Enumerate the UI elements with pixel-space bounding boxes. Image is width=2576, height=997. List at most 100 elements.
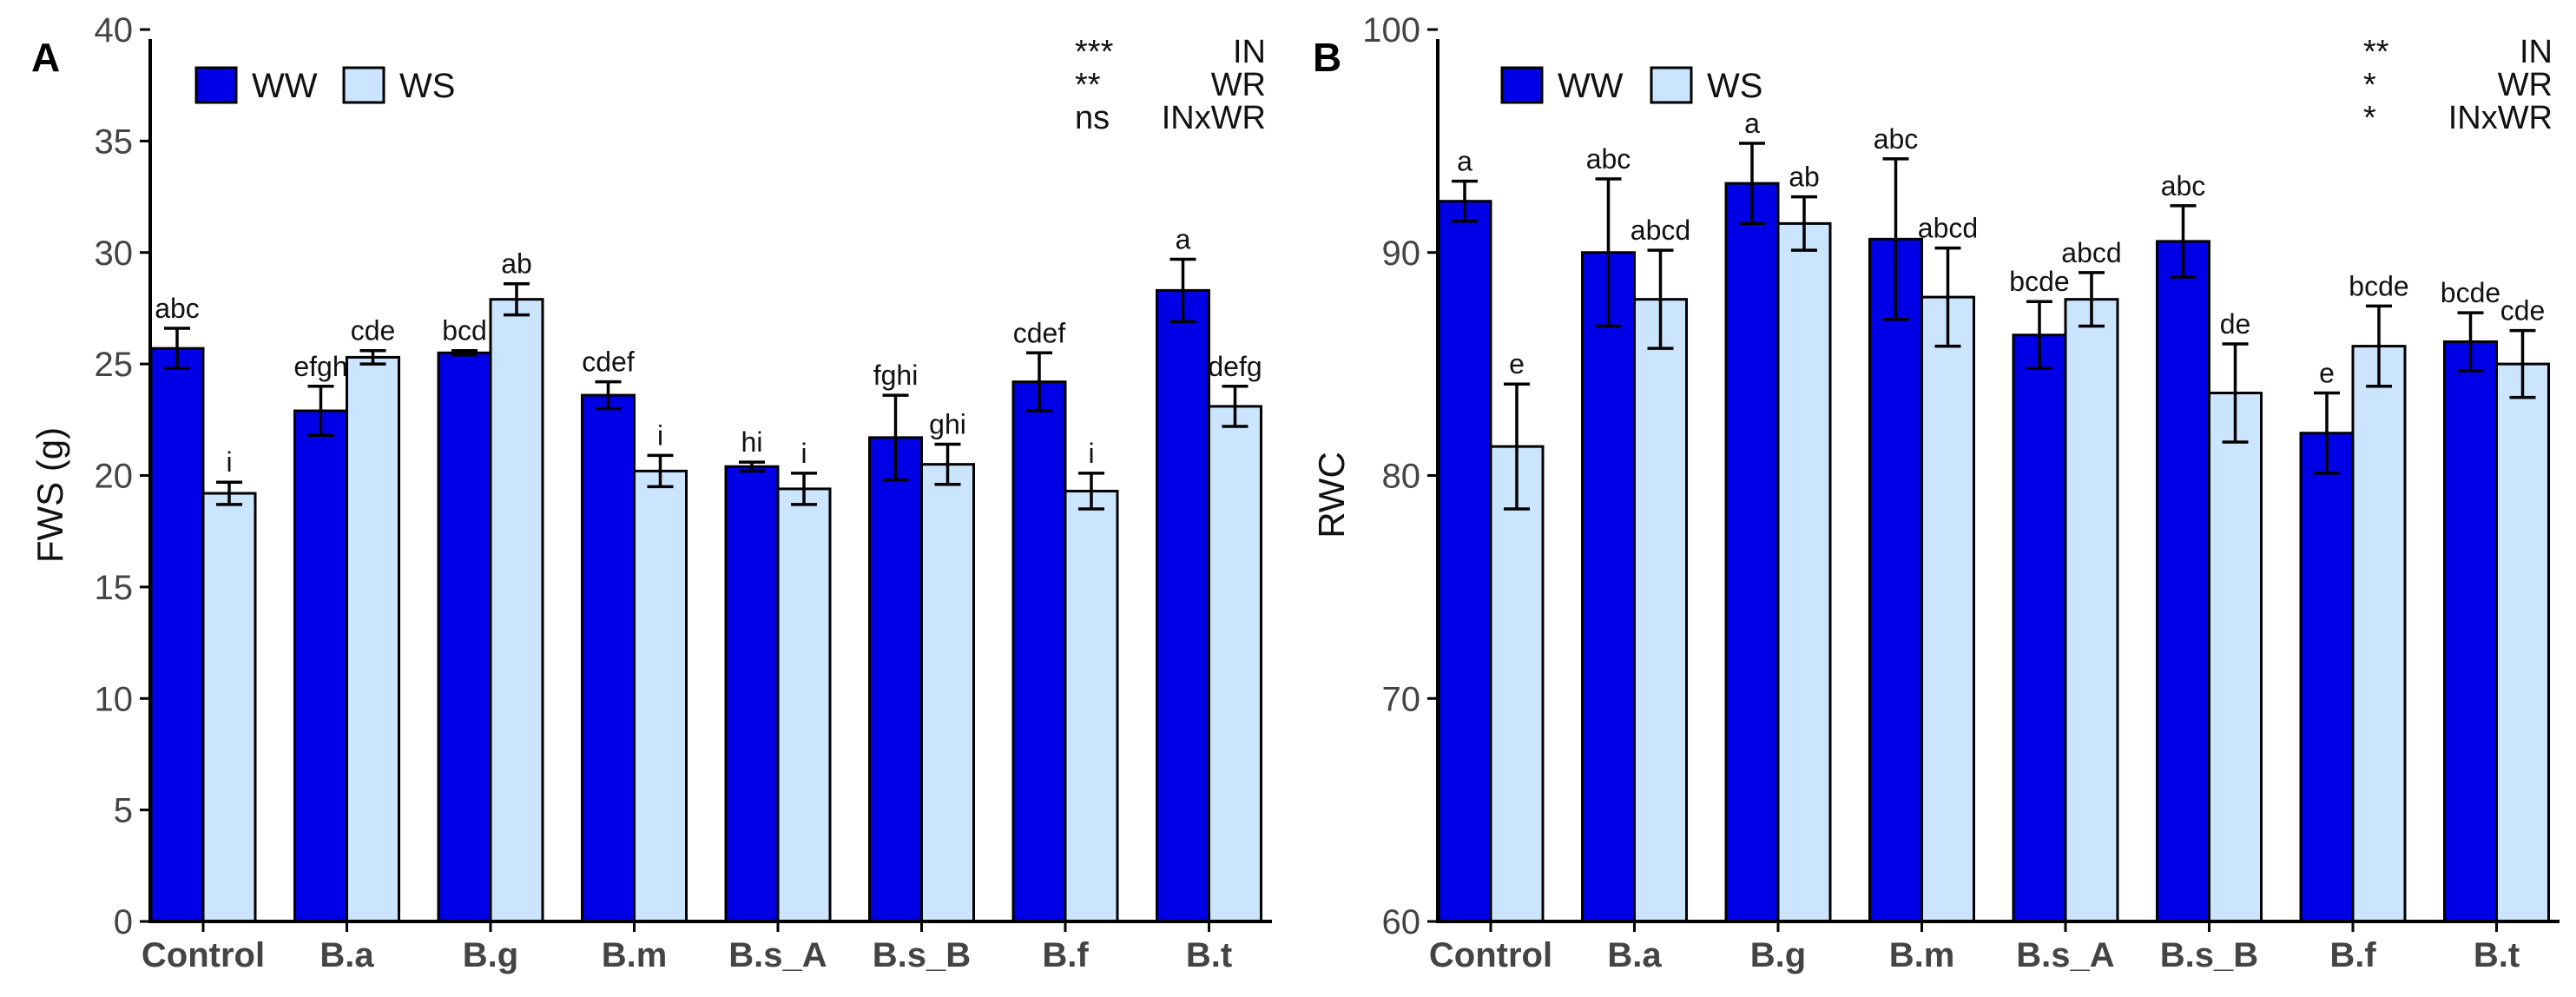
panel-a-x-tick-label-5: B.s_B <box>873 936 971 974</box>
panel-a-bar-ww-1 <box>293 409 348 923</box>
panel-b-x-tick-label-0: Control <box>1429 936 1552 974</box>
panel-a-sig-letter-ws-3: i <box>657 419 663 451</box>
panel-b-y-tick-label-4: 100 <box>1362 11 1420 50</box>
panel-a-y-tick-label-1: 5 <box>114 792 133 830</box>
panel-a-y-axis-label: FWS (g) <box>30 427 70 563</box>
panel-b-bar-ws-3 <box>1920 295 1975 923</box>
panel-b-bar-ww-6 <box>2299 432 2355 923</box>
panel-a-bar-ww-7 <box>1156 288 1210 923</box>
panel-a-bar-ww-3 <box>581 393 636 923</box>
panel-a-bar-ww-2 <box>437 351 492 923</box>
panel-b-bar-ww-3 <box>1868 237 1923 923</box>
panel-b-sig-letter-ws-4: abcd <box>2061 237 2121 268</box>
panel-a-stat-sig-inxwr: ns <box>1075 100 1110 136</box>
panel-b-sig-letter-ww-5: abc <box>2161 170 2206 201</box>
panel-b-stats: ** IN * WR * INxWR <box>2363 34 2553 136</box>
panel-b-sig-letter-ws-7: cde <box>2500 295 2546 327</box>
panel-a-bar-ww-4 <box>724 465 780 923</box>
panel-b-bar-ws-1 <box>1633 298 1688 923</box>
panel-a-bar-ww-5 <box>868 436 923 923</box>
panel-a-sig-letter-ws-2: ab <box>501 248 532 280</box>
panel-a-errorbar-ws-1 <box>359 348 386 366</box>
panel-b-stat-sig-in: ** <box>2363 34 2389 70</box>
panel-b-y-tick-label-3: 90 <box>1382 234 1421 273</box>
panel-b-errorbar-ws-0 <box>1504 382 1530 511</box>
panel-a-errorbar-ww-3 <box>595 380 622 411</box>
panel-a-stat-sig-wr: ** <box>1075 67 1101 103</box>
panel-a-bar-ww-6 <box>1011 380 1067 923</box>
panel-a-stat-term-in: IN <box>1233 34 1266 70</box>
panel-b-errorbar-ws-3 <box>1934 246 1961 348</box>
panel-b-errorbar-ww-6 <box>2314 391 2340 475</box>
panel-b-errorbar-ws-6 <box>2366 304 2392 388</box>
panel-a-legend-ww-swatch <box>194 66 238 104</box>
panel-b-sig-letter-ws-0: e <box>1509 348 1525 380</box>
panel-b-bar-ws-7 <box>2495 362 2550 923</box>
panel-a-sig-letter-ws-5: ghi <box>929 409 966 440</box>
panel-b-sig-letter-ws-2: ab <box>1789 162 1820 193</box>
panel-b-bars <box>1437 182 2550 923</box>
panel-b-y-ticks: 60 70 80 90 100 <box>1362 11 1438 941</box>
panel-a-sig-letter-ww-6: cdef <box>1013 317 1066 348</box>
panel-b-legend: WW WS <box>1500 66 1762 105</box>
panel-a-stat-term-inxwr: INxWR <box>1162 100 1266 136</box>
panel-b-x-tick-label-5: B.s_B <box>2160 936 2258 974</box>
panel-a-stat-term-wr: WR <box>1211 67 1266 103</box>
panel-b-legend-ws-swatch <box>1650 66 1693 104</box>
panel-b-bar-ww-1 <box>1581 251 1636 923</box>
panel-b-stat-term-inxwr: INxWR <box>2448 100 2553 136</box>
panel-a-y-tick-label-5: 25 <box>95 346 134 384</box>
panel-a-sig-letter-ws-7: defg <box>1208 351 1262 382</box>
panel-a-errorbar-ws-0 <box>216 480 242 506</box>
panel-b-sig-letter-ww-3: abc <box>1874 123 1919 155</box>
panel-a-x-ticks: Control B.a B.g B.m B.s_A B.s_B B.f B.t <box>142 921 1232 974</box>
panel-a-stats: *** IN ** WR ns INxWR <box>1075 34 1266 136</box>
panel-a-legend-ws-swatch <box>342 66 385 104</box>
panel-a-legend: WW WS <box>194 66 455 105</box>
panel-b-sig-letter-ww-0: a <box>1457 146 1472 177</box>
panel-a-x-tick-label-4: B.s_A <box>728 936 827 974</box>
panel-b-bar-ws-4 <box>2064 298 2119 923</box>
panel-b-bar-ww-2 <box>1724 182 1780 923</box>
panel-b-bar-ws-5 <box>2208 392 2263 923</box>
panel-a-bar-ws-0 <box>201 492 257 923</box>
panel-a-sig-letter-ws-1: cde <box>351 315 396 347</box>
panel-a-errorbar-ws-4 <box>791 472 817 506</box>
panel-a-bar-ws-2 <box>489 298 544 923</box>
panel-b-letter: B <box>1313 35 1341 80</box>
panel-b-legend-ww-swatch <box>1500 66 1544 104</box>
panel-b-x-tick-label-3: B.m <box>1889 936 1955 974</box>
panel-a-x-tick-label-1: B.a <box>320 936 374 974</box>
panel-a-y-tick-label-3: 15 <box>95 569 134 607</box>
panel-b-stat-sig-inxwr: * <box>2363 100 2376 136</box>
panel-a-sig-letter-ww-1: efgh <box>293 351 347 382</box>
panel-b-legend-ws-label: WS <box>1707 67 1762 105</box>
panel-b-x-tick-label-6: B.f <box>2329 936 2376 974</box>
panel-b-bar-ws-2 <box>1776 221 1832 923</box>
panel-a-x-tick-label-2: B.g <box>463 936 518 974</box>
panel-a-y-tick-label-6: 30 <box>95 234 134 273</box>
panel-b-errorbar-ws-1 <box>1647 248 1674 350</box>
panel-b-errorbar-ww-4 <box>2026 300 2052 371</box>
panel-b-sig-letter-ww-2: a <box>1744 108 1760 139</box>
panel-a-y-tick-label-4: 20 <box>95 458 134 496</box>
panel-a-errorbar-ws-3 <box>647 453 674 489</box>
panel-a-error-bars <box>164 257 1248 511</box>
panel-b-bar-ww-5 <box>2156 240 2210 923</box>
panel-a-x-tick-label-0: Control <box>142 936 265 974</box>
panel-b-error-bars <box>1452 142 2536 511</box>
panel-b-y-tick-label-0: 60 <box>1382 903 1421 941</box>
panel-a-errorbar-ws-7 <box>1222 385 1248 428</box>
panel-a-sig-letter-ws-4: i <box>800 438 807 469</box>
panel-b-sig-letter-ww-1: abc <box>1586 143 1631 175</box>
panel-a-sig-letter-ww-4: hi <box>741 426 763 458</box>
panel-b-sig-letter-ws-5: de <box>2220 308 2251 340</box>
panel-b-y-tick-label-2: 80 <box>1382 458 1421 496</box>
panel-b-errorbar-ww-1 <box>1595 177 1622 328</box>
panel-a-errorbar-ws-5 <box>934 442 961 486</box>
panel-a-bar-ws-4 <box>776 487 832 923</box>
panel-a-errorbar-ww-1 <box>307 385 334 438</box>
